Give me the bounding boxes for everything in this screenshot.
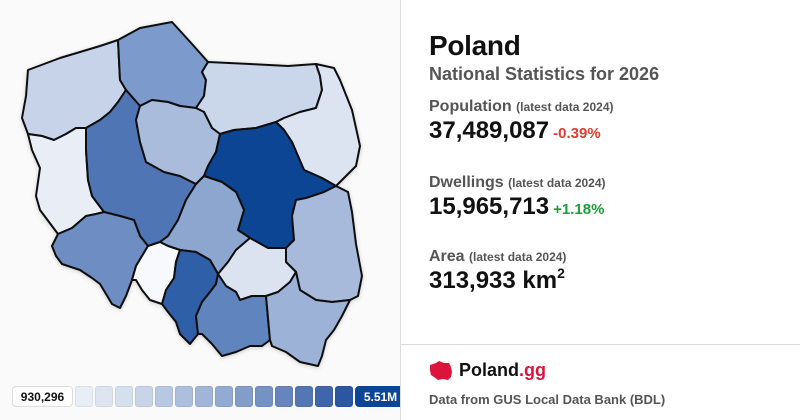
page-subtitle: National Statistics for 2026 (429, 64, 660, 84)
stats-panel: Poland National Statistics for 2026 Popu… (400, 0, 800, 420)
legend-swatch (315, 386, 333, 407)
region-podkarpackie[interactable] (265, 271, 351, 367)
population-value: 37,489,087 (429, 117, 550, 144)
area-note: (latest data 2024) (469, 250, 567, 264)
brand-name: Poland (459, 360, 520, 380)
data-source: Data from GUS Local Data Bank (BDL) (429, 392, 666, 407)
legend-swatch (195, 386, 213, 407)
area-unit-superscript: 2 (557, 265, 565, 281)
legend-swatch (175, 386, 193, 407)
legend-max-label: 5.51M (355, 386, 406, 407)
brand-tld: .gg (519, 360, 547, 380)
region-slaskie[interactable] (161, 249, 219, 345)
legend-swatch (155, 386, 173, 407)
area-stat: Area (latest data 2024) 313,933 km2 (429, 248, 566, 295)
legend-swatch (75, 386, 93, 407)
map-panel: 930,296 5.51M (12, 21, 406, 407)
footer-divider (401, 344, 800, 345)
page-title: Poland (429, 30, 521, 61)
legend-swatch (115, 386, 133, 407)
legend-swatch (275, 386, 293, 407)
legend-swatch (295, 386, 313, 407)
population-label: Population (429, 98, 512, 115)
legend-min-label: 930,296 (12, 386, 73, 407)
area-label: Area (429, 248, 465, 265)
population-stat: Population (latest data 2024) 37,489,087… (429, 98, 614, 145)
area-value: 313,933 km (429, 267, 558, 294)
dwellings-change: +1.18% (553, 201, 605, 218)
color-scale-legend: 930,296 5.51M (12, 386, 406, 407)
legend-swatch (255, 386, 273, 407)
legend-swatch (215, 386, 233, 407)
legend-swatch (95, 386, 113, 407)
brand-logo[interactable]: Poland.gg (429, 360, 546, 381)
dwellings-label: Dwellings (429, 174, 504, 191)
poland-shape-icon (430, 360, 452, 380)
dwellings-value: 15,965,713 (429, 193, 550, 220)
legend-swatch (135, 386, 153, 407)
dwellings-stat: Dwellings (latest data 2024) 15,965,713 +… (429, 174, 606, 221)
legend-swatch (335, 386, 353, 407)
poland-choropleth-map (21, 21, 363, 367)
region-malopolskie[interactable] (195, 273, 271, 357)
population-change: -0.39% (553, 125, 601, 142)
legend-swatch (235, 386, 253, 407)
dwellings-note: (latest data 2024) (508, 176, 606, 190)
population-note: (latest data 2024) (516, 100, 614, 114)
